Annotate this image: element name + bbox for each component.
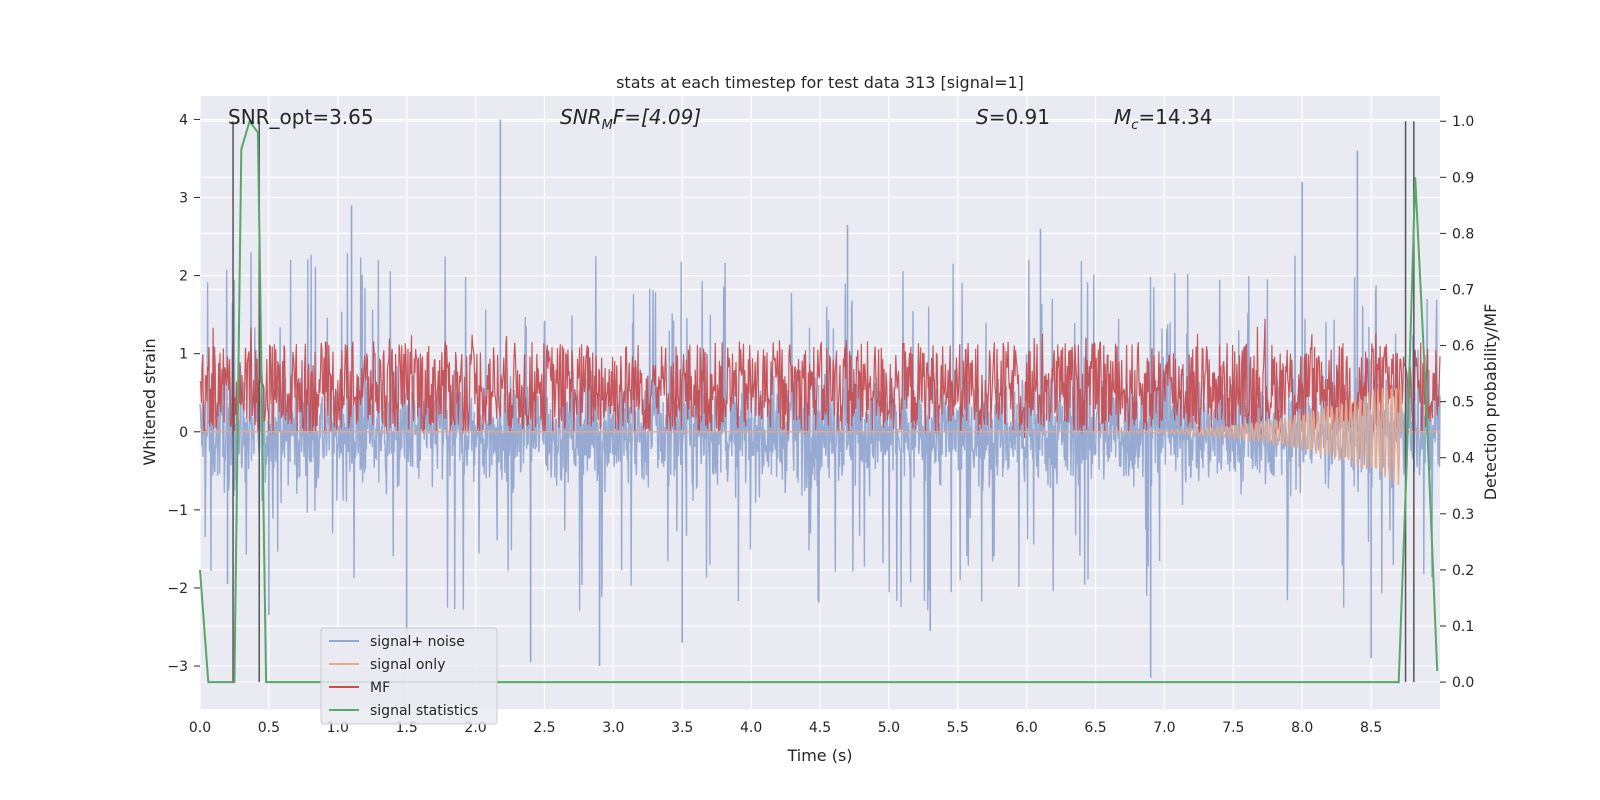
mf-line bbox=[199, 318, 1441, 439]
y2-tick-label: 1.0 bbox=[1452, 114, 1474, 130]
y2-tick-label: 0.2 bbox=[1452, 563, 1474, 579]
y2-tick-label: 0.8 bbox=[1452, 226, 1474, 242]
x-axis-label: Time (s) bbox=[786, 746, 852, 765]
x-tick-label: 5.0 bbox=[878, 720, 900, 736]
s-rest: =0.91 bbox=[989, 105, 1050, 129]
signal-statistics-line bbox=[199, 118, 1439, 684]
mc-sub: c bbox=[1131, 118, 1138, 133]
signal-noise-line bbox=[199, 252, 1441, 611]
x-tick-label: 6.5 bbox=[1084, 720, 1106, 736]
s-italic: S bbox=[976, 105, 989, 129]
y2-tick-label: 0.1 bbox=[1452, 619, 1474, 635]
x-tick-label: 3.0 bbox=[602, 720, 624, 736]
y2-tick-label: 0.5 bbox=[1452, 395, 1474, 411]
y-tick-label: 3 bbox=[179, 191, 188, 207]
annotation-snr-mf: SNRMF=[4.09] bbox=[560, 105, 701, 133]
annotation-snr-opt: SNR_opt=3.65 bbox=[228, 105, 374, 129]
legend-label-signal-noise: signal+ noise bbox=[370, 634, 465, 650]
y-tick-label: −3 bbox=[167, 659, 188, 675]
x-tick-label: 4.5 bbox=[809, 720, 831, 736]
series-layer bbox=[199, 118, 1441, 684]
x-tick-label: 7.5 bbox=[1222, 720, 1244, 736]
y-tick-label: 0 bbox=[179, 425, 188, 441]
legend-box bbox=[320, 627, 498, 725]
y2-tick-label: 0.3 bbox=[1452, 507, 1474, 523]
legend-label-mf: MF bbox=[370, 680, 390, 696]
snr-mf-base: SNR bbox=[560, 105, 602, 129]
x-tick-label: 2.5 bbox=[533, 720, 555, 736]
x-tick-label: 8.5 bbox=[1360, 720, 1382, 736]
y-tick-label: 1 bbox=[179, 347, 188, 363]
y2-tick-label: 0.6 bbox=[1452, 339, 1474, 355]
x-tick-label: 3.5 bbox=[671, 720, 693, 736]
y-tick-label: −2 bbox=[167, 581, 188, 597]
x-tick-label: 0.5 bbox=[258, 720, 280, 736]
mc-rest: =14.34 bbox=[1138, 105, 1212, 129]
legend-label-signal-only: signal only bbox=[370, 657, 445, 673]
x-tick-label: 6.0 bbox=[1016, 720, 1038, 736]
annotation-s: S=0.91 bbox=[976, 105, 1050, 129]
snr-mf-rest: F=[4.09] bbox=[613, 105, 701, 129]
mc-base: M bbox=[1114, 105, 1131, 129]
x-tick-label: 5.5 bbox=[947, 720, 969, 736]
snr-mf-sub: M bbox=[602, 118, 613, 133]
chart-title: stats at each timestep for test data 313… bbox=[616, 73, 1024, 92]
x-tick-label: 8.0 bbox=[1291, 720, 1313, 736]
x-tick-label: 4.0 bbox=[740, 720, 762, 736]
y2-tick-label: 0.0 bbox=[1452, 675, 1474, 691]
y-axis-label: Whitened strain bbox=[140, 338, 159, 465]
x-tick-label: 0.0 bbox=[189, 720, 211, 736]
x-tick-label: 7.0 bbox=[1153, 720, 1175, 736]
y-tick-label: 4 bbox=[179, 112, 188, 128]
y2-tick-label: 0.9 bbox=[1452, 170, 1474, 186]
annotation-mc: Mc=14.34 bbox=[1114, 105, 1212, 133]
y-tick-label: −1 bbox=[167, 503, 188, 519]
legend: signal+ noise signal only MF signal stat… bbox=[320, 627, 498, 725]
signal-only-line bbox=[200, 384, 1440, 485]
y2-tick-label: 0.4 bbox=[1452, 451, 1474, 467]
y-tick-label: 2 bbox=[179, 269, 188, 285]
y2-axis-label: Detection probability/MF bbox=[1481, 304, 1500, 501]
y2-tick-label: 0.7 bbox=[1452, 282, 1474, 298]
legend-label-signal-statistics: signal statistics bbox=[370, 703, 478, 719]
